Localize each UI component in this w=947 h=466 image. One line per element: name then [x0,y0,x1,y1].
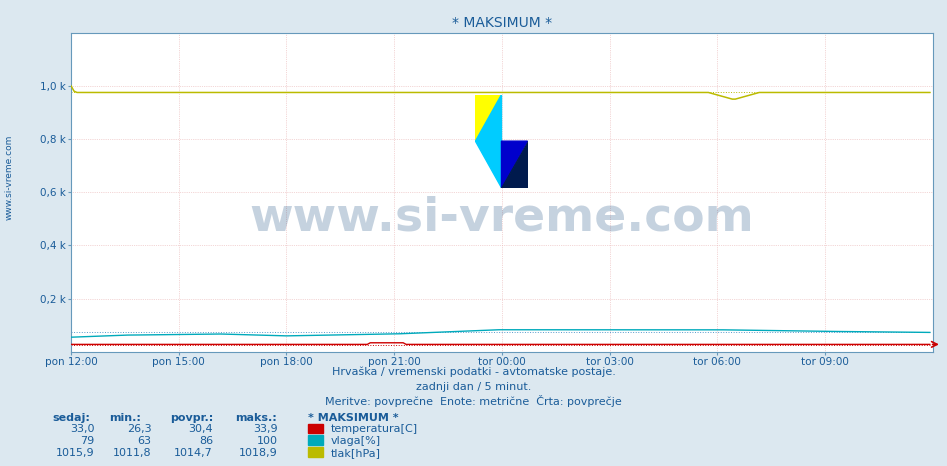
Text: vlaga[%]: vlaga[%] [331,436,381,445]
Text: Meritve: povprečne  Enote: metrične  Črta: povprečje: Meritve: povprečne Enote: metrične Črta:… [325,395,622,407]
Text: maks.:: maks.: [235,413,277,423]
Text: temperatura[C]: temperatura[C] [331,425,418,434]
Text: * MAKSIMUM *: * MAKSIMUM * [308,413,399,423]
Text: 30,4: 30,4 [188,425,213,434]
Text: 79: 79 [80,436,95,445]
Text: 1015,9: 1015,9 [56,448,95,458]
Text: www.si-vreme.com: www.si-vreme.com [250,195,754,240]
Text: www.si-vreme.com: www.si-vreme.com [5,134,14,220]
Text: zadnji dan / 5 minut.: zadnji dan / 5 minut. [416,382,531,392]
Text: sedaj:: sedaj: [52,413,90,423]
Polygon shape [502,141,527,188]
Text: 1011,8: 1011,8 [113,448,152,458]
Text: 26,3: 26,3 [127,425,152,434]
Polygon shape [502,141,527,188]
Polygon shape [475,95,502,188]
Text: tlak[hPa]: tlak[hPa] [331,448,381,458]
Text: min.:: min.: [109,413,141,423]
Text: 1018,9: 1018,9 [239,448,277,458]
Title: * MAKSIMUM *: * MAKSIMUM * [452,16,552,30]
Text: povpr.:: povpr.: [170,413,214,423]
Text: 33,9: 33,9 [253,425,277,434]
Text: 86: 86 [199,436,213,445]
Text: 1014,7: 1014,7 [174,448,213,458]
Text: 63: 63 [137,436,152,445]
Text: 100: 100 [257,436,277,445]
Text: 33,0: 33,0 [70,425,95,434]
Polygon shape [475,95,502,141]
Text: Hrvaška / vremenski podatki - avtomatske postaje.: Hrvaška / vremenski podatki - avtomatske… [331,367,616,377]
